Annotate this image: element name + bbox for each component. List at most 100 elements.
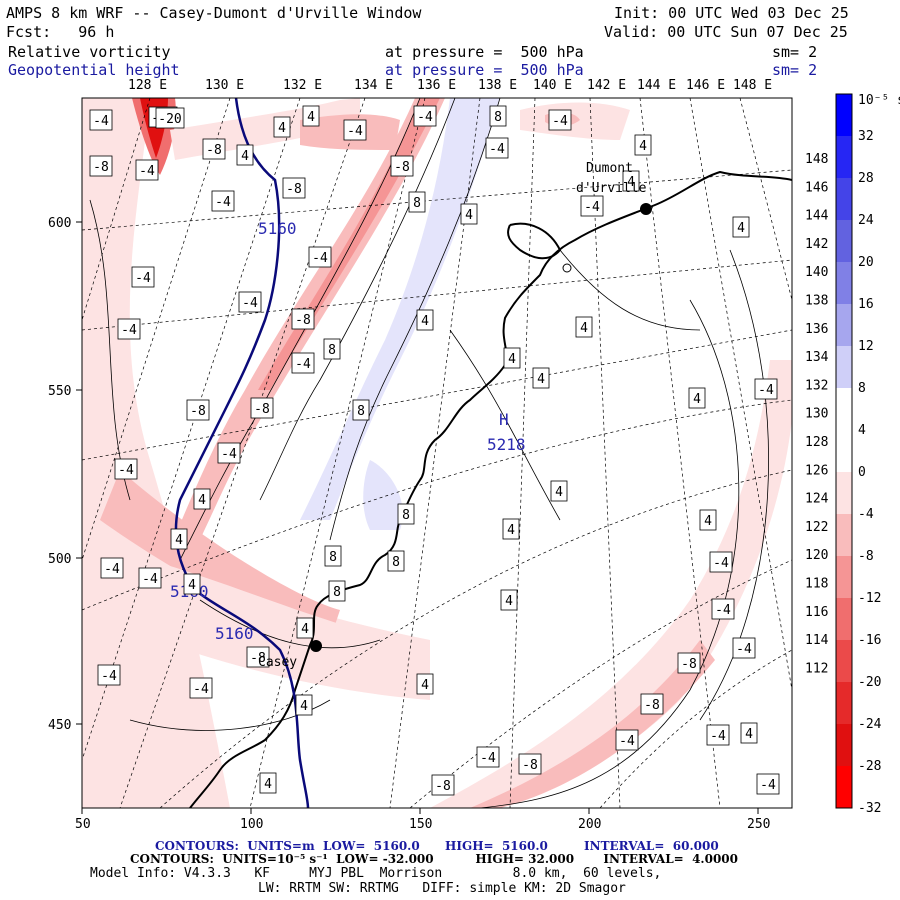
colorbar-swatch (836, 598, 852, 640)
vorticity-label: 4 (508, 352, 516, 367)
colorbar-swatch (836, 94, 852, 136)
lon-label-right: 118 E (805, 577, 844, 592)
vorticity-label-box (489, 105, 507, 127)
high-center-value: 5218 (487, 435, 526, 454)
vorticity-label-box (189, 677, 213, 699)
vorticity-label: 4 (421, 314, 429, 329)
init-time: Init: 00 UTC Wed 03 Dec 25 (614, 4, 849, 22)
vorticity-label: -4 (715, 603, 731, 618)
vorticity-label-box (100, 557, 124, 579)
lon-label-right: 144 E (805, 209, 844, 224)
vorticity-label: -4 (312, 251, 328, 266)
footer-physics-info: LW: RRTM SW: RRTMG DIFF: simple KM: 2D S… (258, 881, 626, 896)
colorbar-swatch (836, 472, 852, 514)
vorticity-label: 4 (188, 578, 196, 593)
graticule (82, 98, 792, 808)
colorbar-label: 24 (858, 213, 874, 228)
vorticity-label: -20 (158, 112, 181, 127)
vorticity-label: 4 (421, 678, 429, 693)
vorticity-label: -4 (489, 142, 505, 157)
vorticity-label-box (500, 589, 518, 611)
vorticity-label-box (408, 191, 426, 213)
x-tick-label: 50 (75, 817, 91, 832)
vorticity-label: -4 (584, 200, 600, 215)
vorticity-label-box (476, 746, 500, 768)
colorbar-swatch (836, 766, 852, 808)
height-label: 5160 (215, 624, 254, 643)
vorticity-label: 4 (465, 208, 473, 223)
vorticity-label: -4 (480, 751, 496, 766)
vorticity-label: -4 (139, 164, 155, 179)
vorticity-label-box (550, 480, 568, 502)
vorticity-label: 4 (745, 727, 753, 742)
vorticity-label: 4 (307, 110, 315, 125)
lon-label-top: 148 E (733, 78, 772, 93)
vorticity-label-box (502, 518, 520, 540)
vorticity-label: -4 (713, 556, 729, 571)
lon-label-top: 128 E (128, 78, 167, 93)
lon-label-right: 140 E (805, 265, 844, 280)
vorticity-label: -8 (254, 402, 270, 417)
smoothing-vorticity: sm= 2 (772, 43, 818, 61)
footer-height-contours-interval: INTERVAL= 60.000 (584, 839, 719, 853)
vorticity-label: 4 (737, 221, 745, 236)
colorbar-label: 32 (858, 129, 874, 144)
colorbar-swatch (836, 514, 852, 556)
lon-label-top: 136 E (417, 78, 456, 93)
vorticity-label-box (732, 216, 750, 238)
vorticity-label-box (754, 378, 778, 400)
stations: Dumont d'Urville Casey (258, 161, 652, 670)
vorticity-label-box (291, 308, 315, 330)
lon-label-right: 142 E (805, 237, 844, 252)
vorticity-label: 4 (704, 514, 712, 529)
vorticity-label: 4 (505, 594, 513, 609)
colorbar-swatch (836, 724, 852, 766)
vorticity-label: 4 (241, 149, 249, 164)
vorticity-label-box (202, 138, 226, 160)
vorticity-label-box (296, 617, 314, 639)
vorticity-label: -8 (93, 160, 109, 175)
vorticity-label: -4 (93, 114, 109, 129)
pressure-level-height: at pressure = 500 hPa (385, 61, 584, 79)
vorticity-label-box (155, 107, 185, 129)
coastline (189, 170, 792, 808)
y-axis: 600 550 500 450 (48, 216, 82, 733)
lon-label-top: 146 E (686, 78, 725, 93)
vorticity-label-box (114, 458, 138, 480)
lon-label-top: 132 E (283, 78, 322, 93)
lon-label-right: 148 E (805, 152, 844, 167)
vorticity-label-box (709, 551, 733, 573)
lon-label-right: 116 E (805, 605, 844, 620)
y-tick-label: 600 (48, 216, 71, 231)
vorticity-label-box (699, 509, 717, 531)
colorbar-label: -12 (858, 591, 881, 606)
colorbar-swatch (836, 304, 852, 346)
vorticity-label-box (431, 774, 455, 796)
lon-label-right: 136 E (805, 322, 844, 337)
vorticity-label: 8 (494, 110, 502, 125)
vorticity-label-box (640, 693, 664, 715)
vorticity-label: 4 (301, 622, 309, 637)
vorticity-label: 4 (264, 777, 272, 792)
vorticity-label: -8 (644, 698, 660, 713)
vorticity-label-box (282, 177, 306, 199)
vorticity-label-box (352, 399, 370, 421)
vorticity-label: -8 (394, 160, 410, 175)
colorbar-label: -20 (858, 675, 881, 690)
vorticity-label-box (688, 387, 706, 409)
vorticity-label-box (138, 567, 162, 589)
lon-label-right: 138 E (805, 294, 844, 309)
lon-label-right: 112 E (805, 661, 844, 676)
vorticity-label-box (634, 134, 652, 156)
lon-label-right: 114 E (805, 633, 844, 648)
vorticity-label-box (518, 753, 542, 775)
plot-area: 5160 5160 5160 H 5218 -4-20-8444-4-8-48-… (82, 98, 792, 808)
height-label: 5160 (258, 219, 297, 238)
vorticity-label: -4 (347, 124, 363, 139)
vorticity-label: -4 (295, 357, 311, 372)
vorticity-label-box (416, 673, 434, 695)
vorticity-label-box (580, 195, 604, 217)
field-name-vorticity: Relative vorticity (8, 43, 171, 61)
colorbar-label: -4 (858, 507, 874, 522)
